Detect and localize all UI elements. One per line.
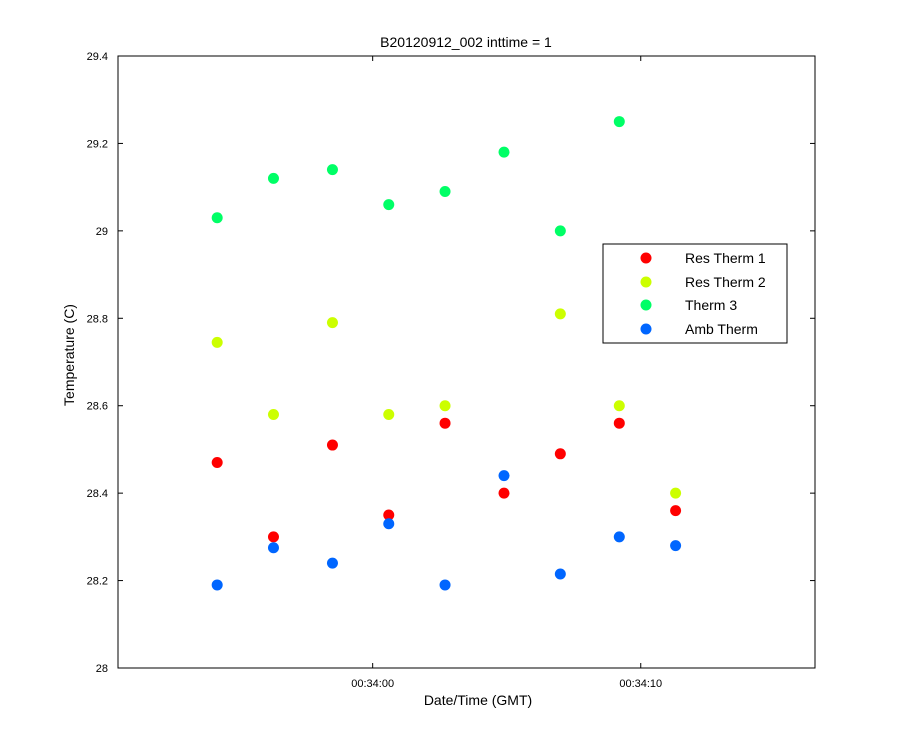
plot-area [117,55,816,669]
legend-label-res-therm-2: Res Therm 2 [685,274,766,290]
y-tick-label: 29 [96,226,108,238]
point-therm-3 [613,116,625,128]
y-axis-label: Temperature (C) [61,304,77,406]
legend-marker-amb-therm [640,323,652,335]
y-tick-label: 29.4 [87,51,108,63]
point-res-therm-2 [267,408,279,420]
point-res-therm-1 [439,417,451,429]
y-tick-label: 29.2 [87,138,108,150]
chart-title: B20120912_002 inttime = 1 [380,34,552,50]
point-amb-therm [670,540,682,552]
legend-label-res-therm-1: Res Therm 1 [685,250,766,266]
point-res-therm-1 [267,531,279,543]
point-therm-3 [498,146,510,158]
x-axis-label: Date/Time (GMT) [424,692,532,708]
point-res-therm-2 [326,317,338,329]
y-tick-label: 28.8 [87,313,108,325]
point-amb-therm [326,557,338,569]
point-therm-3 [326,164,338,176]
legend-label-amb-therm: Amb Therm [685,321,758,337]
point-res-therm-2 [383,408,395,420]
point-res-therm-1 [670,505,682,517]
point-amb-therm [554,568,566,580]
point-res-therm-2 [439,400,451,412]
point-res-therm-1 [498,487,510,499]
legend-marker-res-therm-1 [640,252,652,264]
point-amb-therm [439,579,451,591]
point-res-therm-1 [554,448,566,460]
point-res-therm-1 [326,439,338,451]
x-tick-label: 00:34:00 [351,678,394,690]
x-axis: 00:34:00 00:34:10 [351,56,662,690]
point-res-therm-1 [613,417,625,429]
y-tick-label: 28.4 [87,488,108,500]
point-res-therm-2 [670,487,682,499]
x-tick-label: 00:34:10 [619,678,662,690]
point-res-therm-2 [211,336,223,348]
point-res-therm-2 [613,400,625,412]
point-amb-therm [383,518,395,530]
point-therm-3 [211,212,223,224]
point-amb-therm [267,542,279,554]
data-points [211,116,682,591]
legend: Res Therm 1 Res Therm 2 Therm 3 Amb Ther… [602,243,788,344]
point-therm-3 [439,186,451,198]
point-amb-therm [498,470,510,482]
point-res-therm-1 [383,509,395,521]
y-tick-label: 28.2 [87,576,108,588]
legend-marker-therm-3 [640,299,652,311]
point-therm-3 [267,172,279,184]
y-tick-label: 28 [96,663,108,675]
y-axis: 28 28.2 28.4 28.6 28.8 29 29.2 29.4 [87,51,815,675]
point-therm-3 [554,225,566,237]
point-res-therm-2 [554,308,566,320]
point-amb-therm [211,579,223,591]
y-tick-label: 28.6 [87,401,108,413]
legend-box [602,243,788,344]
legend-label-therm-3: Therm 3 [685,297,737,313]
legend-marker-res-therm-2 [640,276,652,288]
point-amb-therm [613,531,625,543]
point-res-therm-1 [211,457,223,469]
point-therm-3 [383,199,395,211]
